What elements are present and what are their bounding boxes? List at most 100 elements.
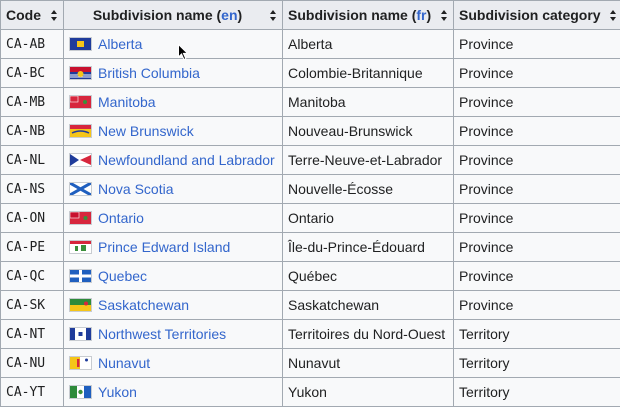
name-en-cell: Manitoba bbox=[63, 87, 283, 117]
subdivision-link[interactable]: Nova Scotia bbox=[98, 181, 174, 197]
name-en-cell: Nunavut bbox=[63, 348, 283, 378]
name-fr-cell: Île-du-Prince-Édouard bbox=[282, 232, 454, 262]
table-row: CA-PE Prince Edward Island Île-du-Prince-É… bbox=[0, 232, 620, 262]
subdivision-link[interactable]: Prince Edward Island bbox=[98, 239, 231, 255]
category-cell: Province bbox=[453, 232, 620, 262]
name-en-column-header[interactable]: Subdivision name (en) bbox=[63, 0, 283, 30]
newfoundland-labrador-flag-icon[interactable] bbox=[69, 153, 92, 167]
name-en-cell: New Brunswick bbox=[63, 116, 283, 146]
category-cell: Province bbox=[453, 29, 620, 59]
new-brunswick-flag-icon[interactable] bbox=[69, 124, 92, 138]
subdivision-link[interactable]: Alberta bbox=[98, 36, 143, 52]
code-column-header[interactable]: Code bbox=[0, 0, 64, 30]
northwest-territories-flag-icon[interactable] bbox=[69, 327, 92, 341]
name-en-cell: Prince Edward Island bbox=[63, 232, 283, 262]
quebec-flag-icon[interactable] bbox=[69, 269, 92, 283]
name-fr-cell: Yukon bbox=[282, 377, 454, 407]
alberta-flag-icon[interactable] bbox=[69, 37, 92, 51]
table-row: CA-AB Alberta Alberta Province bbox=[0, 29, 620, 59]
name-en-cell: Newfoundland and Labrador bbox=[63, 145, 283, 175]
nova-scotia-flag-icon[interactable] bbox=[69, 182, 92, 196]
name-en-cell: British Columbia bbox=[63, 58, 283, 88]
category-cell: Province bbox=[453, 58, 620, 88]
table-row: CA-NL Newfoundland and Labrador Terre-Neuv… bbox=[0, 145, 620, 175]
category-cell: Province bbox=[453, 116, 620, 146]
subdivision-link[interactable]: Saskatchewan bbox=[98, 297, 190, 313]
name-fr-cell: Québec bbox=[282, 261, 454, 291]
category-cell: Province bbox=[453, 87, 620, 117]
name-fr-column-header[interactable]: Subdivision name (fr) bbox=[282, 0, 454, 30]
subdivision-link[interactable]: Quebec bbox=[98, 268, 148, 284]
name-en-cell: Yukon bbox=[63, 377, 283, 407]
name-en-header-suffix: ) bbox=[237, 7, 243, 23]
code-cell: CA-AB bbox=[0, 29, 64, 59]
code-cell: CA-YT bbox=[0, 377, 64, 407]
name-fr-cell: Colombie-Britannique bbox=[282, 58, 454, 88]
code-cell: CA-QC bbox=[0, 261, 64, 291]
table-row: CA-MB Manitoba Manitoba Province bbox=[0, 87, 620, 117]
name-fr-cell: Nouvelle-Écosse bbox=[282, 174, 454, 204]
name-fr-cell: Nouveau-Brunswick bbox=[282, 116, 454, 146]
code-cell: CA-BC bbox=[0, 58, 64, 88]
table-row: CA-BC British Columbia Colombie-Britanniqu… bbox=[0, 58, 620, 88]
prince-edward-island-flag-icon[interactable] bbox=[69, 240, 92, 254]
name-fr-cell: Saskatchewan bbox=[282, 290, 454, 320]
sort-icon[interactable] bbox=[51, 10, 58, 21]
sort-icon[interactable] bbox=[270, 10, 277, 21]
name-fr-cell: Manitoba bbox=[282, 87, 454, 117]
table-row: CA-QC Quebec Québec Province bbox=[0, 261, 620, 291]
table-row: CA-YT Yukon Yukon Territory bbox=[0, 377, 620, 407]
name-en-cell: Ontario bbox=[63, 203, 283, 233]
mouse-cursor-icon bbox=[178, 44, 188, 61]
name-en-cell: Northwest Territories bbox=[63, 319, 283, 349]
name-en-cell: Nova Scotia bbox=[63, 174, 283, 204]
subdivision-link[interactable]: New Brunswick bbox=[98, 123, 194, 139]
category-cell: Territory bbox=[453, 319, 620, 349]
name-en-header-prefix: Subdivision name ( bbox=[92, 7, 222, 23]
english-language-link[interactable]: en bbox=[221, 7, 238, 23]
table-row: CA-NU Nunavut Nunavut Territory bbox=[0, 348, 620, 378]
subdivision-link[interactable]: Ontario bbox=[98, 210, 144, 226]
subdivision-link[interactable]: British Columbia bbox=[98, 65, 200, 81]
code-header-label: Code bbox=[6, 7, 41, 23]
french-language-link[interactable]: fr bbox=[416, 7, 427, 23]
code-cell: CA-MB bbox=[0, 87, 64, 117]
code-cell: CA-NL bbox=[0, 145, 64, 175]
table-row: CA-ON Ontario Ontario Province bbox=[0, 203, 620, 233]
category-cell: Territory bbox=[453, 377, 620, 407]
subdivision-link[interactable]: Newfoundland and Labrador bbox=[98, 152, 275, 168]
yukon-flag-icon[interactable] bbox=[69, 385, 92, 399]
category-cell: Province bbox=[453, 203, 620, 233]
code-cell: CA-SK bbox=[0, 290, 64, 320]
name-en-cell: Quebec bbox=[63, 261, 283, 291]
saskatchewan-flag-icon[interactable] bbox=[69, 298, 92, 312]
subdivision-link[interactable]: Manitoba bbox=[98, 94, 156, 110]
table-row: CA-SK Saskatchewan Saskatchewan Province bbox=[0, 290, 620, 320]
table-row: CA-NT Northwest Territories Territoires du… bbox=[0, 319, 620, 349]
name-en-cell: Saskatchewan bbox=[63, 290, 283, 320]
code-cell: CA-PE bbox=[0, 232, 64, 262]
subdivision-link[interactable]: Northwest Territories bbox=[98, 326, 227, 342]
nunavut-flag-icon[interactable] bbox=[69, 356, 92, 370]
subdivision-link[interactable]: Nunavut bbox=[98, 355, 151, 371]
ontario-flag-icon[interactable] bbox=[69, 211, 92, 225]
manitoba-flag-icon[interactable] bbox=[69, 95, 92, 109]
sort-icon[interactable] bbox=[441, 10, 448, 21]
table-row: CA-NS Nova Scotia Nouvelle-Écosse Province bbox=[0, 174, 620, 204]
category-cell: Province bbox=[453, 290, 620, 320]
name-fr-cell: Terre-Neuve-et-Labrador bbox=[282, 145, 454, 175]
name-fr-cell: Alberta bbox=[282, 29, 454, 59]
code-cell: CA-NU bbox=[0, 348, 64, 378]
british-columbia-flag-icon[interactable] bbox=[69, 66, 92, 80]
header-row: Code Subdivision name (en) Subdivision n… bbox=[0, 0, 620, 30]
category-cell: Territory bbox=[453, 348, 620, 378]
sort-icon[interactable] bbox=[610, 10, 617, 21]
subdivision-link[interactable]: Yukon bbox=[98, 384, 137, 400]
name-fr-header-prefix: Subdivision name ( bbox=[288, 7, 417, 23]
category-cell: Province bbox=[453, 145, 620, 175]
category-cell: Province bbox=[453, 174, 620, 204]
category-column-header[interactable]: Subdivision category bbox=[453, 0, 620, 30]
code-cell: CA-ON bbox=[0, 203, 64, 233]
name-en-cell: Alberta bbox=[63, 29, 283, 59]
